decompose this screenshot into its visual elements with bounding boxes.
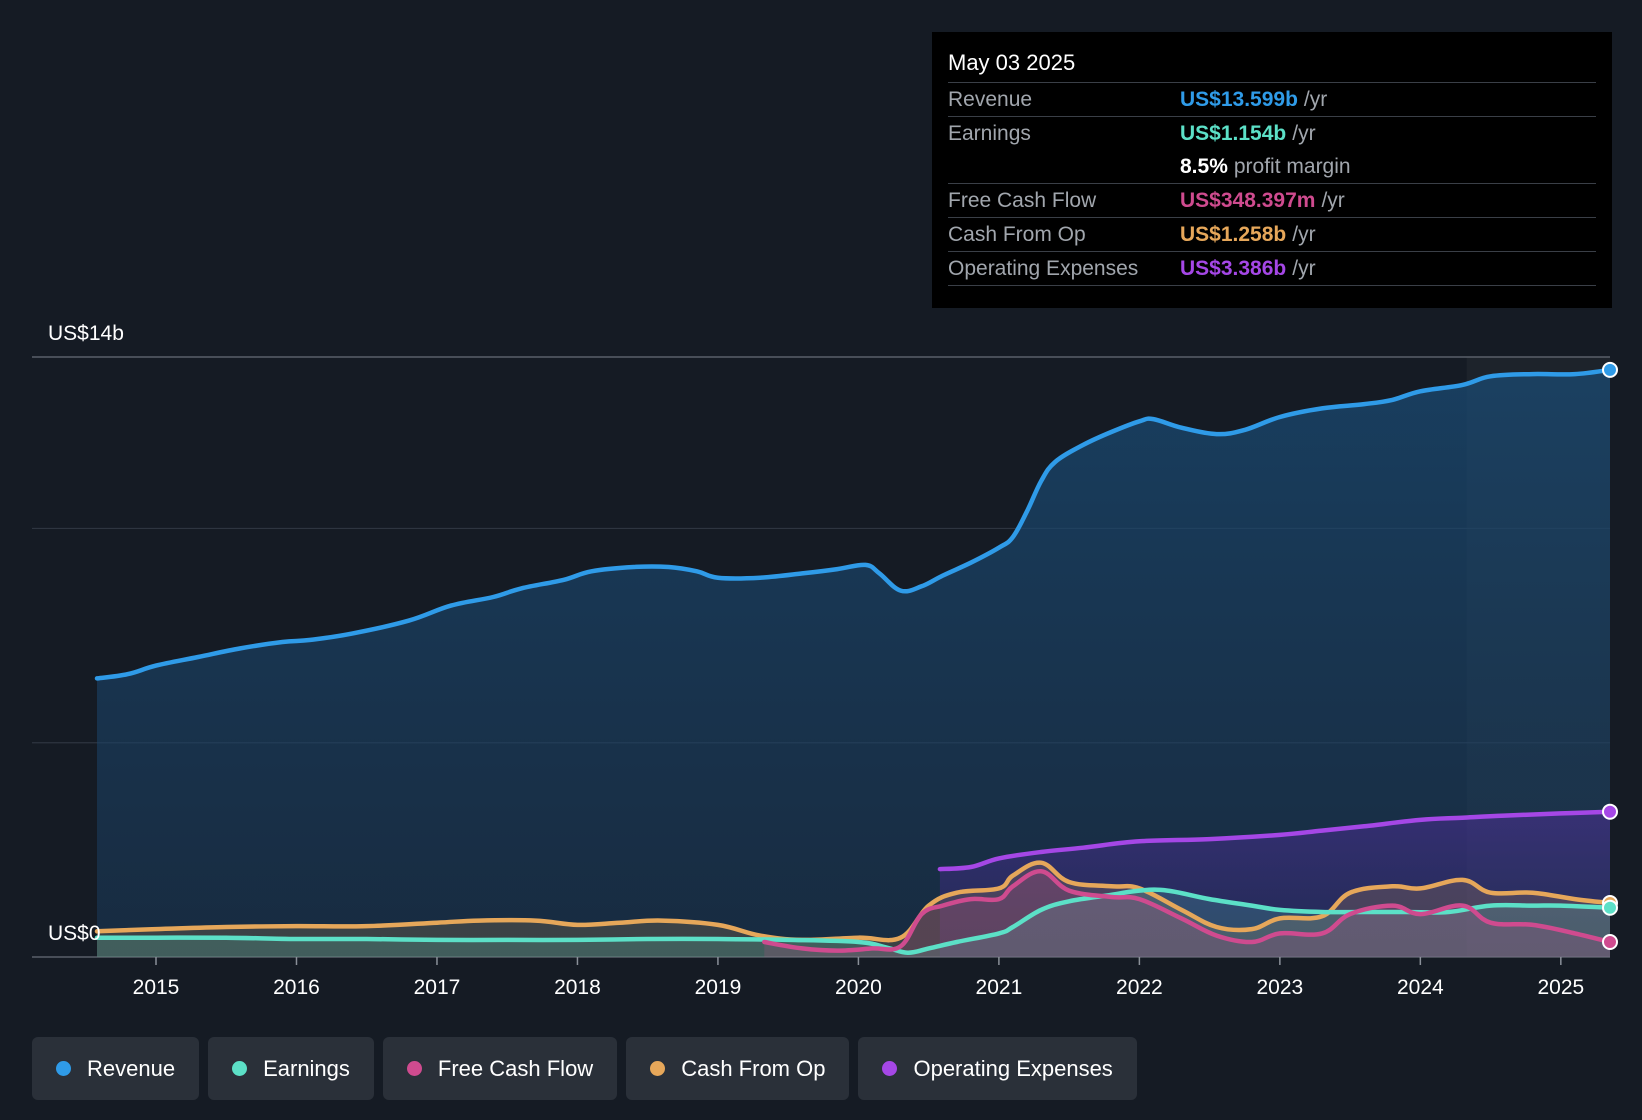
x-tick-label: 2025 (1537, 976, 1584, 999)
legend-item-operating-expenses[interactable]: Operating Expenses (858, 1037, 1137, 1100)
cash-from-op-line[interactable] (94, 860, 1613, 943)
y-axis-top-label: US$14b (48, 322, 124, 345)
operating-expenses-area (939, 811, 1610, 957)
x-tick-label: 2017 (414, 976, 461, 999)
tooltip-row-value: US$1.258b (1180, 222, 1287, 246)
x-tick-label: 2024 (1397, 976, 1444, 999)
tooltip-row-label: Operating Expenses (948, 256, 1139, 280)
x-tick-label: 2016 (273, 976, 320, 999)
operating-expenses-endpoint[interactable] (1602, 803, 1618, 820)
earnings-endpoint[interactable] (1602, 899, 1618, 916)
legend-label: Revenue (87, 1055, 176, 1081)
tooltip-row-unit: /yr (1321, 188, 1345, 212)
tooltip-row: Revenue US$13.599b/yr (948, 83, 1596, 117)
legend-label: Cash From Op (681, 1055, 826, 1081)
tooltip-row: Cash From Op US$1.258b/yr (948, 218, 1596, 252)
tooltip-row-unit: profit margin (1233, 154, 1351, 178)
legend-label: Operating Expenses (913, 1055, 1113, 1081)
tooltip-row: 8.5% profit margin (948, 150, 1596, 184)
tooltip-row-label: Cash From Op (948, 222, 1086, 246)
revenue-endpoint[interactable] (1602, 361, 1618, 378)
cash-from-op-area (97, 862, 1610, 957)
tooltip-row-unit: /yr (1292, 121, 1316, 145)
x-tick-label: 2015 (133, 976, 180, 999)
legend-label: Earnings (263, 1055, 350, 1081)
tooltip-row-label: Earnings (948, 121, 1031, 145)
tooltip-row-unit: /yr (1292, 256, 1316, 280)
tooltip-row: Free Cash Flow US$348.397m/yr (948, 184, 1596, 218)
x-tick-label: 2018 (554, 976, 601, 999)
revenue-area (97, 369, 1610, 957)
legend-label: Free Cash Flow (437, 1055, 594, 1081)
tooltip-row-label: Revenue (948, 87, 1033, 111)
operating-expenses-line[interactable] (937, 809, 1613, 872)
tooltip-row-value: US$348.397m (1180, 188, 1316, 212)
x-tick-label: 2023 (1257, 976, 1304, 999)
legend-item-revenue[interactable]: Revenue (32, 1037, 200, 1100)
legend-dot-icon (232, 1061, 248, 1076)
x-tick-label: 2019 (695, 976, 742, 999)
tooltip-row: Operating Expenses US$3.386b/yr (948, 252, 1596, 286)
tooltip-row-value: US$1.154b (1180, 121, 1287, 145)
tooltip-row-unit: /yr (1303, 87, 1328, 111)
free-cash-flow-endpoint[interactable] (1602, 934, 1618, 950)
tooltip-row-label: Free Cash Flow (948, 188, 1097, 212)
free-cash-flow-line[interactable] (762, 869, 1613, 953)
legend-dot-icon (406, 1061, 422, 1076)
y-axis-bottom-label: US$0 (48, 922, 101, 945)
legend-dot-icon (882, 1061, 898, 1076)
x-tick-label: 2020 (835, 976, 882, 999)
legend-dot-icon (650, 1061, 666, 1076)
legend-item-cash-from-op[interactable]: Cash From Op (626, 1037, 850, 1100)
tooltip-panel: May 03 2025 Revenue US$13.599b/yr Earnings… (932, 32, 1612, 308)
tooltip-date: May 03 2025 (948, 48, 1596, 83)
revenue-line[interactable] (94, 367, 1613, 681)
tooltip-row-value: US$3.386b (1180, 256, 1287, 280)
tooltip-row-value: US$13.599b (1180, 87, 1298, 111)
earnings-line[interactable] (94, 887, 1613, 955)
free-cash-flow-area (764, 871, 1610, 957)
tooltip-row: Earnings US$1.154b/yr (948, 117, 1596, 150)
x-tick-label: 2021 (976, 976, 1023, 999)
legend: Revenue Earnings Free Cash Flow Cash From O… (32, 1037, 1137, 1100)
tooltip-row-value: 8.5% (1180, 154, 1228, 178)
legend-item-free-cash-flow[interactable]: Free Cash Flow (382, 1037, 618, 1100)
tooltip-row-unit: /yr (1292, 222, 1316, 246)
legend-item-earnings[interactable]: Earnings (208, 1037, 374, 1100)
x-tick-label: 2022 (1116, 976, 1163, 999)
legend-dot-icon (56, 1061, 71, 1076)
